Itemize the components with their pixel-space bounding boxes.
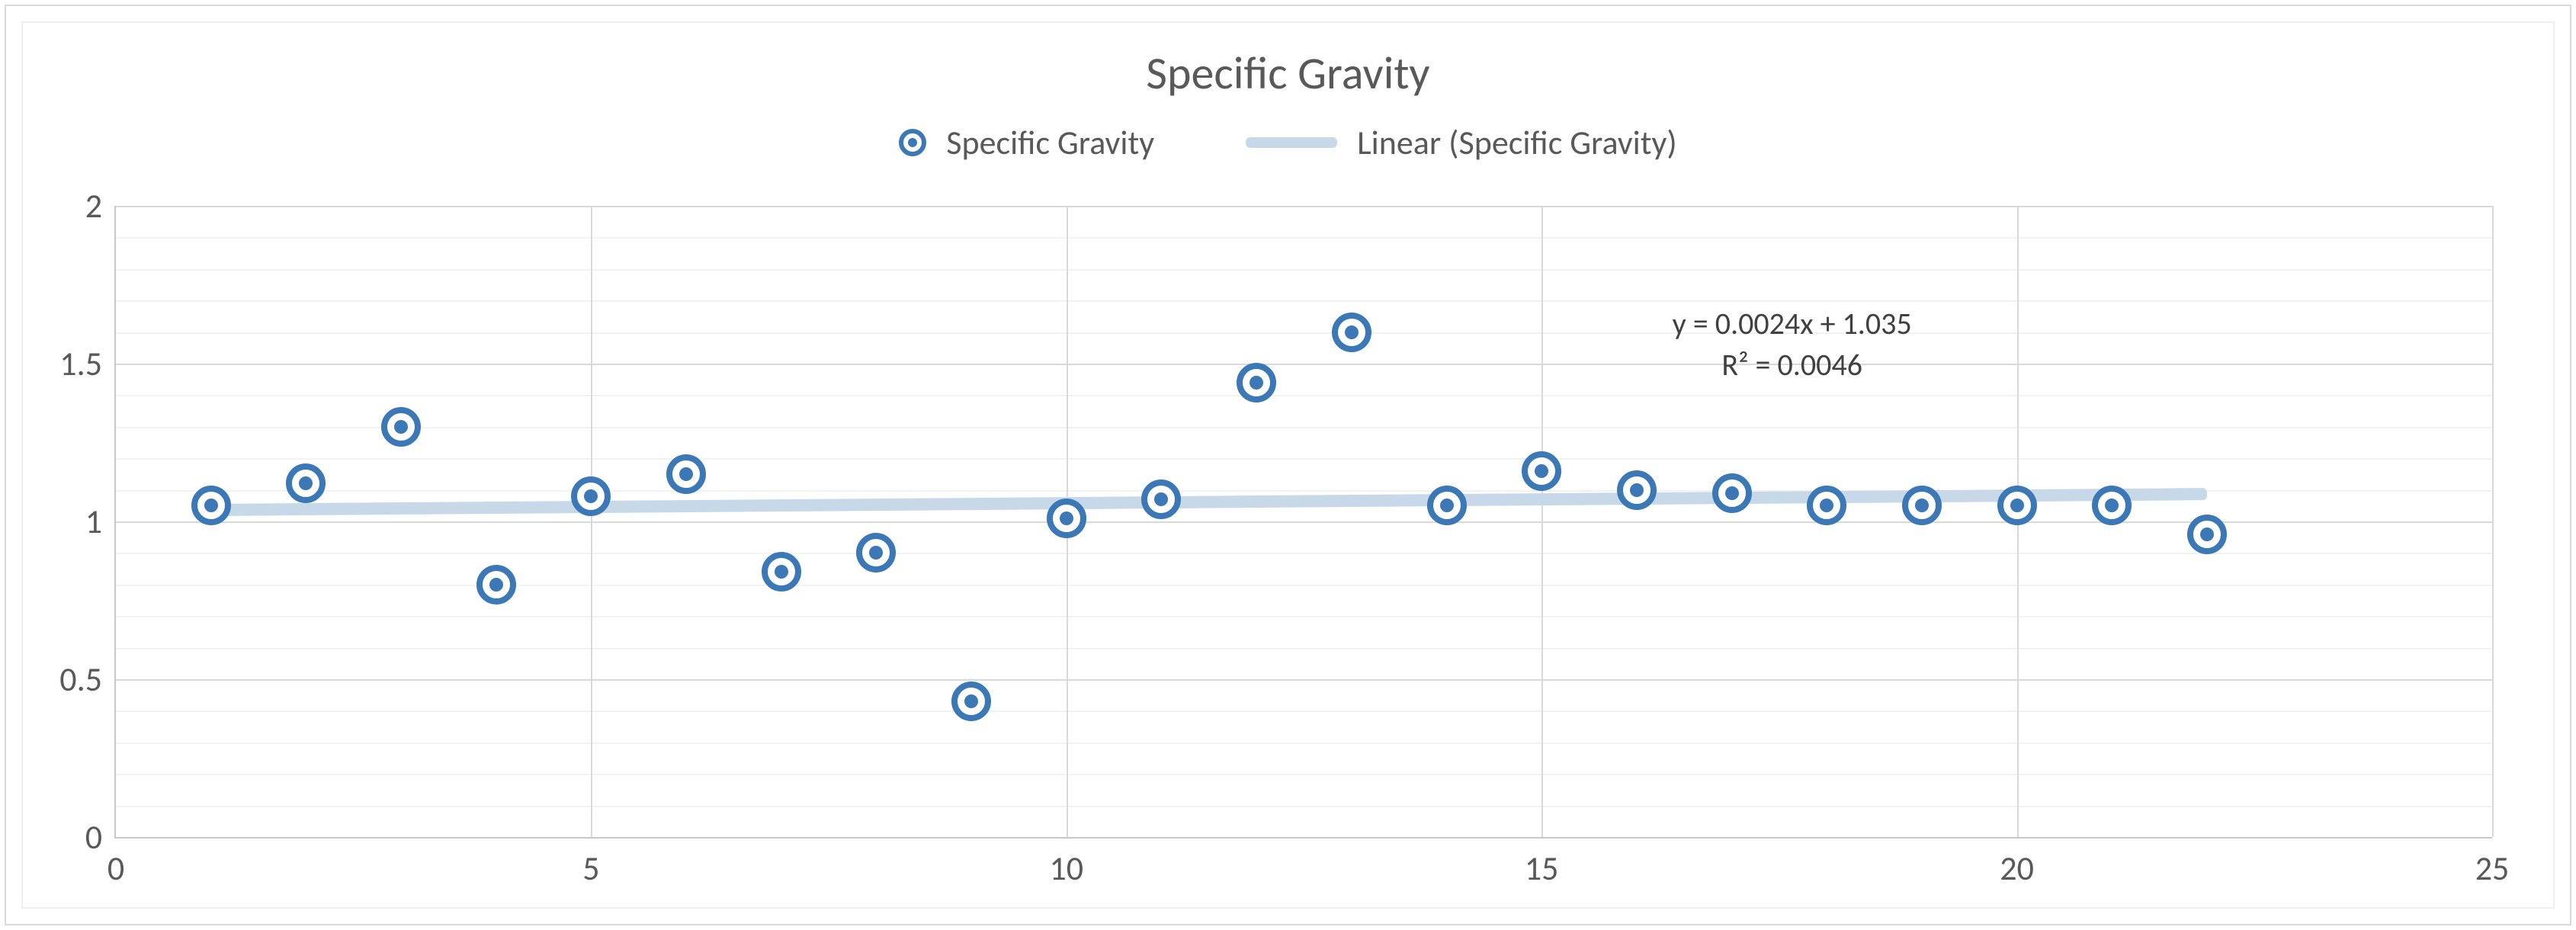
major-gridline-h bbox=[116, 364, 2492, 365]
x-tick-label: 0 bbox=[107, 837, 124, 889]
y-tick-label: 1 bbox=[85, 501, 116, 542]
data-point bbox=[666, 454, 706, 494]
trend-equation: y = 0.0024x + 1.035 bbox=[1673, 303, 1912, 345]
data-point bbox=[762, 552, 801, 592]
minor-gridline-h bbox=[116, 806, 2492, 807]
data-point bbox=[286, 463, 326, 503]
y-tick-label: 0.5 bbox=[59, 659, 116, 700]
trend-annotation: y = 0.0024x + 1.035R² = 0.0046 bbox=[1673, 303, 1912, 386]
minor-gridline-h bbox=[116, 458, 2492, 460]
data-point bbox=[1617, 470, 1657, 510]
minor-gridline-h bbox=[116, 648, 2492, 649]
data-point bbox=[476, 565, 516, 604]
data-point bbox=[1807, 486, 1846, 525]
trendline-swatch-icon bbox=[1246, 137, 1337, 148]
minor-gridline-h bbox=[116, 395, 2492, 396]
trend-r2: R² = 0.0046 bbox=[1673, 345, 1912, 386]
legend-series-label: Specific Gravity bbox=[946, 122, 1154, 163]
chart-outer-frame: Specific Gravity Specific Gravity Linear… bbox=[5, 5, 2571, 925]
data-point bbox=[1427, 486, 1467, 525]
minor-gridline-h bbox=[116, 585, 2492, 586]
data-point bbox=[1712, 473, 1752, 513]
data-point bbox=[1332, 313, 1371, 352]
major-gridline-h bbox=[116, 521, 2492, 523]
x-tick-label: 10 bbox=[1049, 837, 1083, 889]
data-point bbox=[571, 476, 611, 516]
major-gridline-v bbox=[1541, 206, 1543, 837]
minor-gridline-h bbox=[116, 774, 2492, 775]
x-tick-label: 25 bbox=[2475, 837, 2510, 889]
major-gridline-v bbox=[2492, 206, 2494, 837]
x-tick-label: 15 bbox=[1525, 837, 1559, 889]
legend-trend-label: Linear (Specific Gravity) bbox=[1357, 122, 1677, 163]
data-point bbox=[2092, 486, 2132, 525]
minor-gridline-h bbox=[116, 742, 2492, 744]
data-point bbox=[2187, 515, 2227, 554]
data-point bbox=[1237, 363, 1276, 402]
legend-item-series: Specific Gravity bbox=[899, 122, 1154, 163]
legend-item-trend: Linear (Specific Gravity) bbox=[1246, 122, 1677, 163]
x-tick-label: 20 bbox=[2000, 837, 2034, 889]
minor-gridline-h bbox=[116, 300, 2492, 302]
data-point bbox=[1141, 479, 1181, 519]
data-point bbox=[1522, 451, 1561, 491]
y-tick-label: 2 bbox=[85, 185, 116, 226]
bullseye-marker-icon bbox=[899, 129, 926, 156]
plot-wrapper: 00.511.520510152025y = 0.0024x + 1.035R²… bbox=[114, 206, 2492, 839]
data-point bbox=[1047, 499, 1086, 538]
minor-gridline-h bbox=[116, 427, 2492, 428]
x-tick-label: 5 bbox=[582, 837, 599, 889]
chart-title: Specific Gravity bbox=[23, 46, 2553, 101]
data-point bbox=[381, 407, 421, 447]
minor-gridline-h bbox=[116, 553, 2492, 554]
data-point bbox=[951, 681, 991, 721]
plot-area: 00.511.520510152025y = 0.0024x + 1.035R²… bbox=[114, 206, 2492, 839]
data-point bbox=[856, 533, 896, 572]
minor-gridline-h bbox=[116, 332, 2492, 334]
data-point bbox=[1997, 486, 2037, 525]
minor-gridline-h bbox=[116, 269, 2492, 271]
chart-legend: Specific Gravity Linear (Specific Gravit… bbox=[23, 122, 2553, 163]
minor-gridline-h bbox=[116, 616, 2492, 617]
major-gridline-h bbox=[116, 679, 2492, 681]
minor-gridline-h bbox=[116, 237, 2492, 239]
major-gridline-v bbox=[591, 206, 592, 837]
data-point bbox=[191, 486, 231, 525]
minor-gridline-h bbox=[116, 710, 2492, 712]
major-gridline-h bbox=[116, 206, 2492, 207]
data-point bbox=[1902, 486, 1942, 525]
y-tick-label: 1.5 bbox=[59, 343, 116, 384]
chart-inner-frame: Specific Gravity Specific Gravity Linear… bbox=[21, 21, 2555, 909]
